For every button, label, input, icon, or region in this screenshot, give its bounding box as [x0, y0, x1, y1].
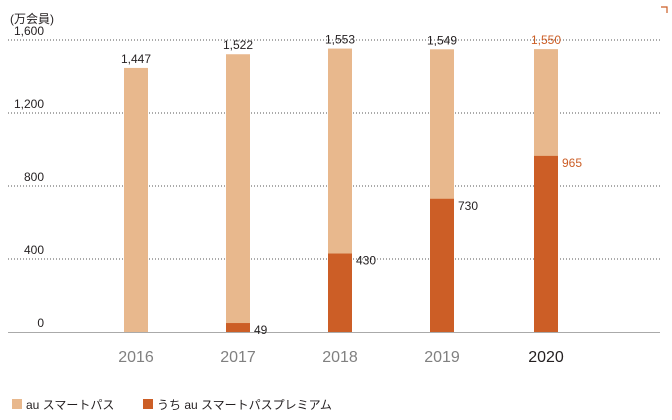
y-tick-label: 1,200	[14, 97, 44, 111]
data-label-total-2020: 1,550	[531, 33, 561, 47]
y-tick-label: 800	[24, 170, 44, 184]
x-tick-label-2019: 2019	[424, 349, 460, 366]
bar-2016-total	[124, 67, 148, 333]
data-label-total-2019: 1,549	[427, 33, 457, 47]
legend-label-au-smartpass: au スマートパス	[26, 398, 114, 412]
x-tick-label-2016: 2016	[118, 349, 154, 366]
data-label-premium-2020: 965	[562, 156, 582, 170]
legend-label-premium: うち au スマートパスプレミアム	[157, 398, 332, 412]
legend-swatch-premium	[143, 399, 153, 409]
bar-2019-premium	[430, 198, 454, 332]
y-tick-label: 0	[37, 316, 44, 330]
data-label-total-2016: 1,447	[121, 52, 151, 66]
x-tick-label-2018: 2018	[322, 349, 358, 366]
data-label-premium-2017: 49	[254, 323, 268, 337]
data-label-total-2018: 1,553	[325, 33, 355, 47]
bar-2017-premium	[226, 323, 250, 332]
y-unit-label: (万会員)	[10, 12, 54, 26]
data-label-total-2017: 1,522	[223, 38, 253, 52]
y-tick-label: 400	[24, 243, 44, 257]
bar-2017-total	[226, 54, 250, 333]
bar-2020-premium	[534, 155, 558, 332]
legend-swatch-au-smartpass	[12, 399, 22, 409]
x-tick-label-2020: 2020	[528, 349, 564, 366]
data-label-premium-2018: 430	[356, 254, 376, 268]
bar-2018-premium	[328, 253, 352, 332]
y-tick-label: 1,600	[14, 24, 44, 38]
corner-arrow-icon	[661, 6, 668, 13]
x-tick-label-2017: 2017	[220, 349, 256, 366]
data-label-premium-2019: 730	[458, 199, 478, 213]
